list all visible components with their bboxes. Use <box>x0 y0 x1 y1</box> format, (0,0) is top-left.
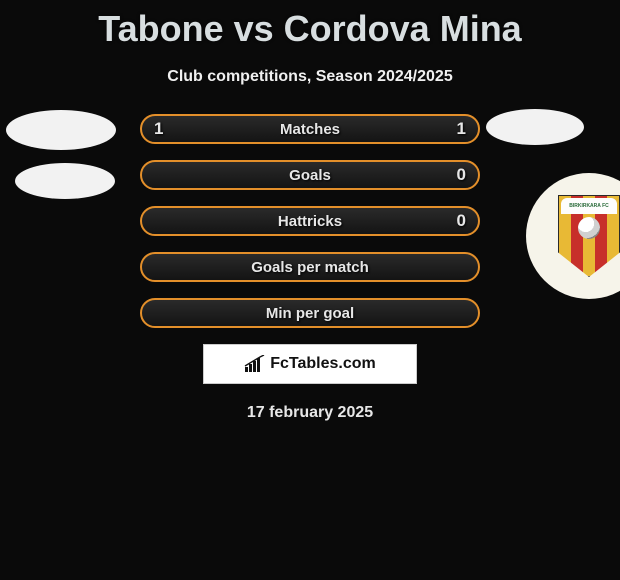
club-badge-shield: BIRKIRKARA FC <box>558 195 620 277</box>
stat-label: Min per goal <box>266 305 354 322</box>
stats-area: BIRKIRKARA FC 1 Matches 1 Goals 0 Hattri… <box>0 114 620 422</box>
stat-row-goals-per-match: Goals per match <box>140 252 480 282</box>
branding-box: FcTables.com <box>203 344 417 384</box>
player-left-photo-2 <box>15 163 115 199</box>
page-title: Tabone vs Cordova Mina <box>0 0 620 50</box>
stat-label: Goals per match <box>251 259 369 276</box>
season-subtitle: Club competitions, Season 2024/2025 <box>0 68 620 86</box>
stat-row-matches: 1 Matches 1 <box>140 114 480 144</box>
stat-label: Goals <box>289 167 331 184</box>
bar-chart-icon <box>244 355 266 373</box>
stat-left-value: 1 <box>154 119 163 139</box>
stat-right-value: 0 <box>457 211 466 231</box>
stat-right-value: 0 <box>457 165 466 185</box>
stat-label: Matches <box>280 121 340 138</box>
club-badge: BIRKIRKARA FC <box>526 173 620 299</box>
player-right-photo <box>486 109 584 145</box>
player-left-photo-1 <box>6 110 116 150</box>
soccer-ball-icon <box>578 217 600 239</box>
stat-row-min-per-goal: Min per goal <box>140 298 480 328</box>
stat-right-value: 1 <box>457 119 466 139</box>
stat-row-goals: Goals 0 <box>140 160 480 190</box>
shield-banner: BIRKIRKARA FC <box>561 198 617 214</box>
stat-row-hattricks: Hattricks 0 <box>140 206 480 236</box>
date-line: 17 february 2025 <box>0 404 620 422</box>
stat-label: Hattricks <box>278 213 342 230</box>
branding-text: FcTables.com <box>270 355 376 373</box>
